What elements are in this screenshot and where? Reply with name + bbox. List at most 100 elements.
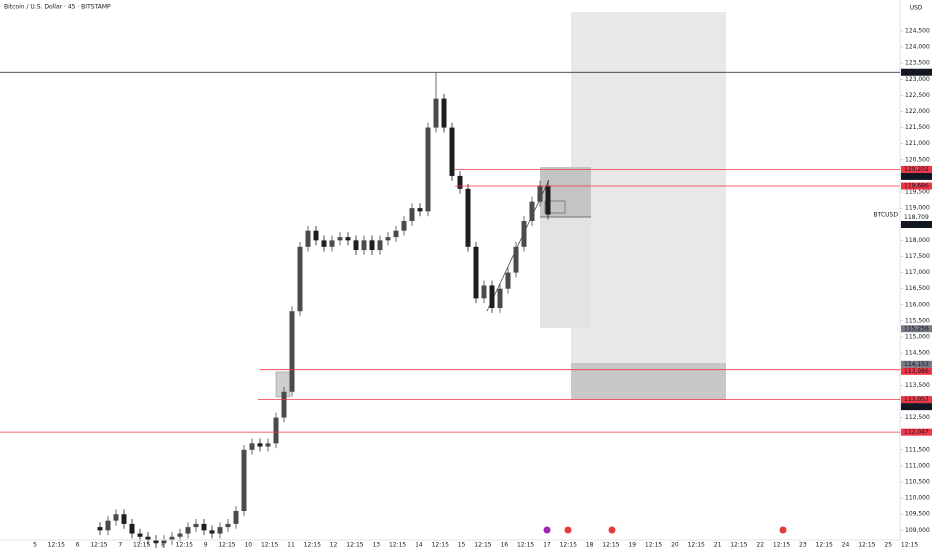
x-tick-label: 12 (330, 542, 338, 549)
candle-body (481, 285, 487, 299)
y-tick-label: 119,000 (905, 205, 930, 212)
x-tick-label: 12:15 (304, 542, 321, 549)
candle-body (321, 240, 327, 247)
candle-body (545, 185, 551, 215)
y-tick-label: 109,500 (905, 511, 930, 518)
price-label: 112,047 (904, 429, 929, 436)
x-tick-label: 12:15 (816, 542, 833, 549)
y-tick-label: 116,000 (905, 301, 930, 308)
x-tick-label: 9 (204, 542, 208, 549)
candle-body (113, 514, 119, 521)
candle-body (457, 175, 463, 189)
event-icon (608, 526, 616, 534)
candle-body (361, 240, 367, 251)
candle-body (145, 536, 151, 540)
candle-body (161, 540, 167, 544)
candle-body (449, 127, 455, 176)
price-label-bg (901, 396, 932, 404)
candle-body (497, 288, 503, 309)
x-tick-label: 12:15 (218, 542, 235, 549)
candle-body (233, 511, 239, 524)
x-tick-label: 5 (33, 542, 37, 549)
candle-body (97, 527, 103, 531)
y-tick-label: 118,000 (905, 237, 930, 244)
x-tick-label: 12:15 (517, 542, 534, 549)
candle-body (297, 246, 303, 312)
x-tick-label: 23 (799, 542, 807, 549)
candle-body (257, 443, 263, 447)
x-tick-label: 12:15 (389, 542, 406, 549)
price-label-bg (901, 68, 932, 76)
x-tick-label: 12:15 (432, 542, 449, 549)
currency: USD (910, 5, 923, 12)
y-tick-label: 115,500 (905, 317, 930, 324)
x-tick-label: 12:15 (346, 542, 363, 549)
x-tick-label: 12:15 (730, 542, 747, 549)
event-icon (564, 526, 572, 534)
candle-body (265, 443, 271, 447)
y-tick-label: 117,500 (905, 253, 930, 260)
candle-body (537, 185, 543, 202)
candle-body (353, 240, 359, 251)
candle-body (417, 208, 423, 212)
candle-body (489, 285, 495, 309)
target-zone (571, 12, 726, 363)
event-icons (543, 526, 787, 534)
y-tick-label: 122,000 (905, 108, 930, 115)
candle-body (249, 443, 255, 450)
x-tick-label: 7 (118, 542, 122, 549)
x-tick-label: 12:15 (645, 542, 662, 549)
price-label: 118,704 (904, 221, 929, 228)
symbol-label: BTCUSD (874, 212, 899, 219)
x-tick-label: 12:15 (90, 542, 107, 549)
y-tick-label: 110,500 (905, 479, 930, 486)
price-label: 119,686 (904, 183, 929, 190)
candle-body (185, 527, 191, 534)
x-tick-label: 22 (756, 542, 764, 549)
candle-body (345, 237, 351, 241)
stop-zone (571, 363, 726, 400)
candle-body (137, 533, 143, 537)
candle-body (121, 514, 127, 524)
y-tick-label: 114,500 (905, 350, 930, 357)
price-label: 118,709 (904, 214, 929, 221)
note-box (544, 200, 566, 214)
candle-body (385, 237, 391, 241)
x-tick-label: 13 (372, 542, 380, 549)
price-label-bg (901, 325, 932, 333)
y-tick-label: 119,500 (905, 189, 930, 196)
x-tick-label: 19 (628, 542, 636, 549)
candle-body (281, 391, 287, 418)
x-tick-label: 6 (76, 542, 80, 549)
x-tick-label: 20 (671, 542, 679, 549)
price-label-bg (901, 367, 932, 375)
y-tick-label: 122,500 (905, 92, 930, 99)
x-tick-label: 12:15 (602, 542, 619, 549)
y-tick-label: 123,000 (905, 76, 930, 83)
y-tick-label: 121,000 (905, 140, 930, 147)
candle-body (529, 201, 535, 222)
candle-body (473, 246, 479, 299)
x-tick-label: 12:15 (901, 542, 918, 549)
candle-body (177, 533, 183, 537)
price-label-bg (901, 165, 932, 173)
candle-body (225, 523, 231, 528)
y-tick-label: 110,000 (905, 495, 930, 502)
x-tick-label: 12:15 (858, 542, 875, 549)
y-tick-label: 124,000 (905, 44, 930, 51)
price-label-bg (901, 182, 932, 190)
candle-body (305, 230, 311, 247)
candle-body (217, 527, 223, 534)
candle-body (433, 98, 439, 128)
price-label: 123,218 (904, 69, 929, 76)
candle-body (521, 221, 527, 247)
y-tick-label: 111,000 (905, 462, 930, 469)
x-tick-label: 12:15 (133, 542, 150, 549)
x-tick-label: 15 (458, 542, 466, 549)
price-label: 120,219 (904, 173, 929, 180)
y-tick-label: 115,000 (905, 334, 930, 341)
trend-line (486, 179, 550, 312)
candle-body (393, 230, 399, 238)
